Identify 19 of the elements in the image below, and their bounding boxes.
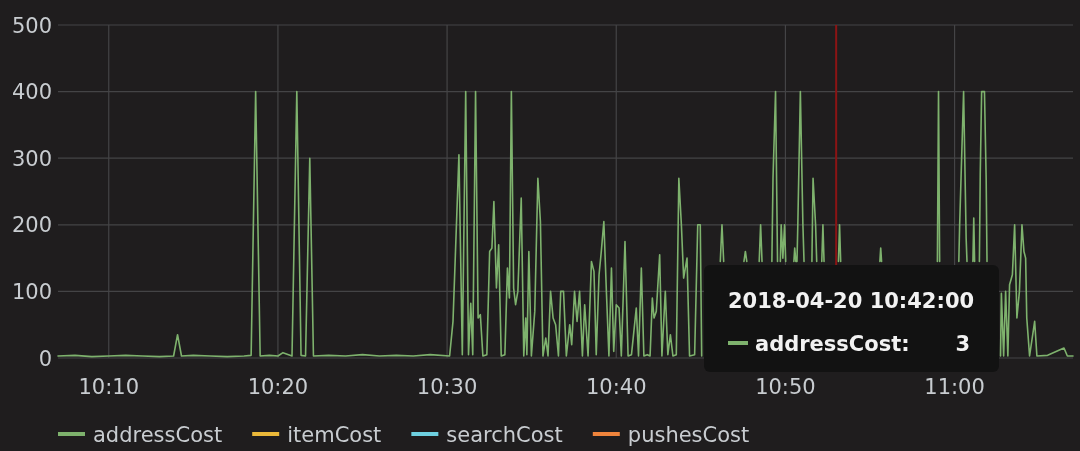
y-tick-label: 500 — [11, 13, 52, 38]
y-tick-label: 100 — [11, 279, 52, 304]
x-tick-label: 10:20 — [247, 375, 309, 399]
x-tick-label: 10:30 — [416, 375, 478, 399]
y-tick-label: 400 — [11, 80, 52, 105]
legend-label: addressCost — [93, 422, 223, 447]
annotation: 2018-04-20 10:42:00 — [728, 288, 975, 313]
y-tick-label: 200 — [11, 213, 52, 238]
annotation: addressCost: — [755, 331, 910, 356]
x-tick-label: 11:00 — [924, 375, 985, 399]
y-tick-label: 0 — [38, 346, 52, 371]
legend-label: pushesCost — [627, 422, 750, 447]
y-tick-label: 300 — [11, 146, 52, 171]
x-tick-label: 10:40 — [585, 375, 647, 399]
legend-label: searchCost — [446, 422, 563, 447]
annotation: 3 — [955, 331, 970, 356]
legend-label: itemCost — [287, 422, 382, 447]
x-tick-label: 10:10 — [78, 375, 140, 399]
x-tick-label: 10:50 — [755, 375, 816, 399]
